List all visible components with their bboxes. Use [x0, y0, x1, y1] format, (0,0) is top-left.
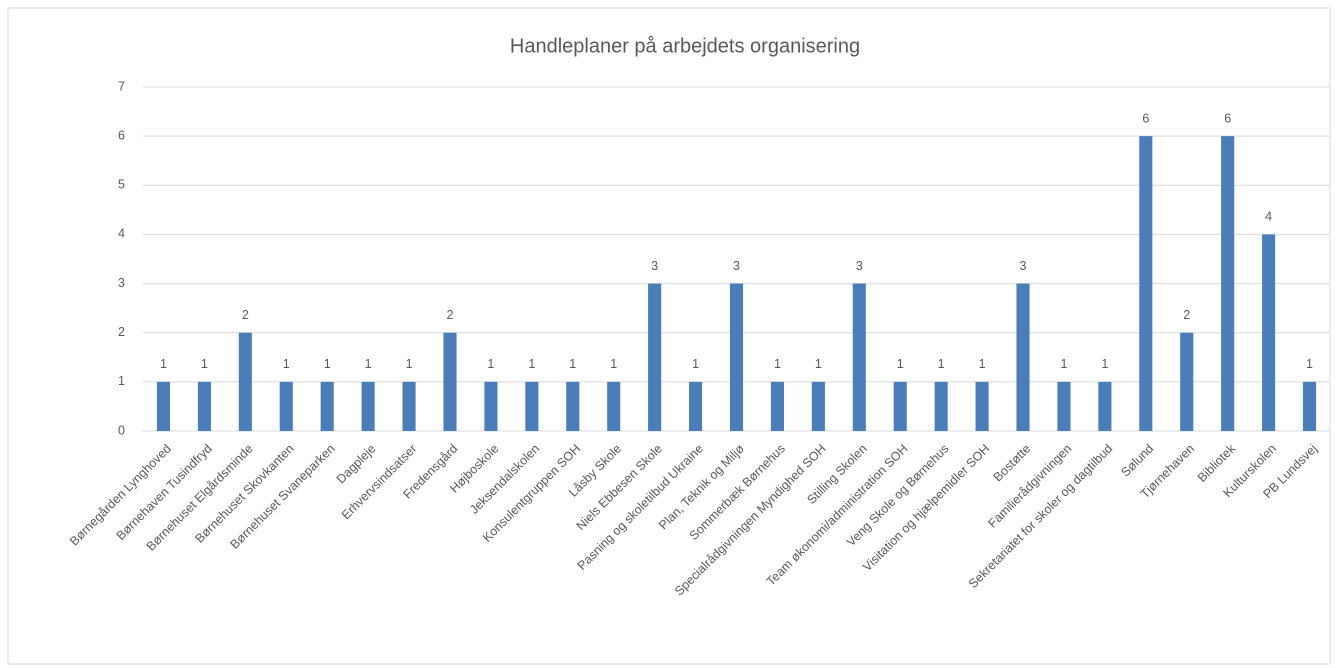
- bar: [934, 381, 948, 431]
- data-label: 1: [897, 357, 904, 371]
- bar: [689, 381, 703, 431]
- data-label: 1: [815, 357, 822, 371]
- data-label: 3: [856, 259, 863, 273]
- data-label: 1: [938, 357, 945, 371]
- y-tick-label: 7: [118, 79, 125, 93]
- data-label: 1: [1060, 357, 1067, 371]
- y-tick-label: 1: [118, 374, 125, 388]
- data-label: 1: [283, 357, 290, 371]
- bar: [566, 381, 580, 431]
- bar: [156, 381, 171, 431]
- data-label: 6: [1224, 111, 1231, 125]
- chart-frame: [7, 7, 1331, 665]
- bar: [1098, 381, 1112, 431]
- data-label: 1: [774, 357, 781, 371]
- data-label: 1: [365, 357, 372, 371]
- bar: [1221, 136, 1235, 431]
- bar: [1302, 381, 1317, 431]
- bar: [1180, 332, 1194, 431]
- bar: [361, 381, 375, 431]
- bar: [1057, 381, 1071, 431]
- data-label: 1: [1306, 357, 1313, 371]
- y-tick-label: 0: [118, 423, 125, 437]
- data-label: 2: [447, 308, 454, 322]
- y-tick-label: 2: [118, 325, 125, 339]
- data-label: 1: [528, 357, 535, 371]
- bar: [197, 381, 211, 431]
- bar: [811, 381, 825, 431]
- bar: [402, 381, 416, 431]
- bar: [525, 381, 539, 431]
- y-tick-label: 4: [118, 227, 125, 241]
- data-label: 1: [406, 357, 413, 371]
- data-label: 1: [1101, 357, 1108, 371]
- data-label: 1: [610, 357, 617, 371]
- data-label: 1: [324, 357, 331, 371]
- bar: [1139, 136, 1153, 431]
- bar: [648, 283, 662, 431]
- data-label: 1: [160, 357, 167, 371]
- data-label: 1: [979, 357, 986, 371]
- bar: [1262, 234, 1276, 431]
- data-label: 3: [733, 259, 740, 273]
- y-tick-label: 3: [118, 276, 125, 290]
- bar: [484, 381, 498, 431]
- bar: [770, 381, 784, 431]
- bar: [238, 332, 252, 431]
- data-label: 1: [692, 357, 699, 371]
- data-label: 4: [1265, 210, 1272, 224]
- data-label: 3: [651, 259, 658, 273]
- bar: [729, 283, 744, 431]
- bar: [320, 381, 334, 431]
- data-label: 6: [1142, 111, 1149, 125]
- data-label: 2: [1183, 308, 1190, 322]
- data-label: 2: [242, 308, 249, 322]
- y-tick-label: 5: [118, 178, 125, 192]
- bar: [443, 332, 457, 431]
- data-label: 3: [1020, 259, 1027, 273]
- bar: [975, 381, 989, 431]
- data-label: 1: [569, 357, 576, 371]
- y-tick-label: 6: [118, 128, 125, 142]
- chart-title: Handleplaner på arbejdets organisering: [510, 35, 860, 57]
- bar: [607, 381, 621, 431]
- bar: [279, 381, 293, 431]
- data-label: 1: [201, 357, 208, 371]
- bar: [1016, 283, 1030, 431]
- bar: [852, 283, 866, 431]
- data-label: 1: [487, 357, 494, 371]
- bar: [893, 381, 907, 431]
